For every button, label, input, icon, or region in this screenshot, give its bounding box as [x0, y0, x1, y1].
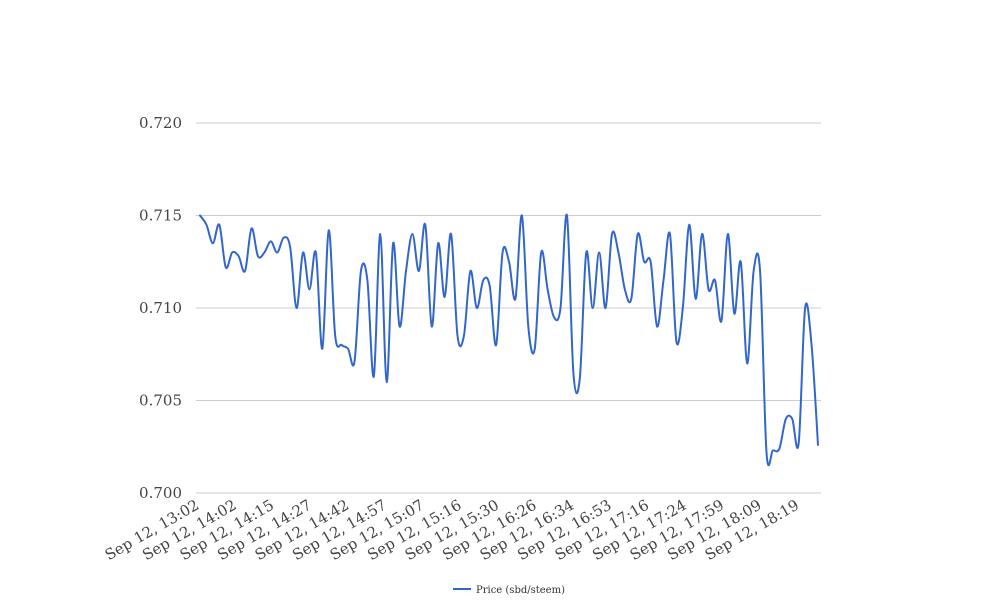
y-axis-tick-labels: 0.700 0.705 0.710 0.715 0.720 [139, 114, 182, 502]
series-line-price [199, 213, 819, 467]
legend-label: Price (sbd/steem) [476, 585, 565, 596]
y-tick-label: 0.720 [139, 114, 182, 132]
y-tick-label: 0.710 [139, 299, 182, 317]
y-tick-label: 0.705 [139, 392, 182, 410]
series-lines [199, 213, 819, 467]
y-tick-label: 0.715 [139, 207, 182, 225]
gridlines [196, 122, 821, 494]
legend: Price (sbd/steem) [453, 585, 565, 596]
y-tick-label: 0.700 [139, 484, 182, 502]
